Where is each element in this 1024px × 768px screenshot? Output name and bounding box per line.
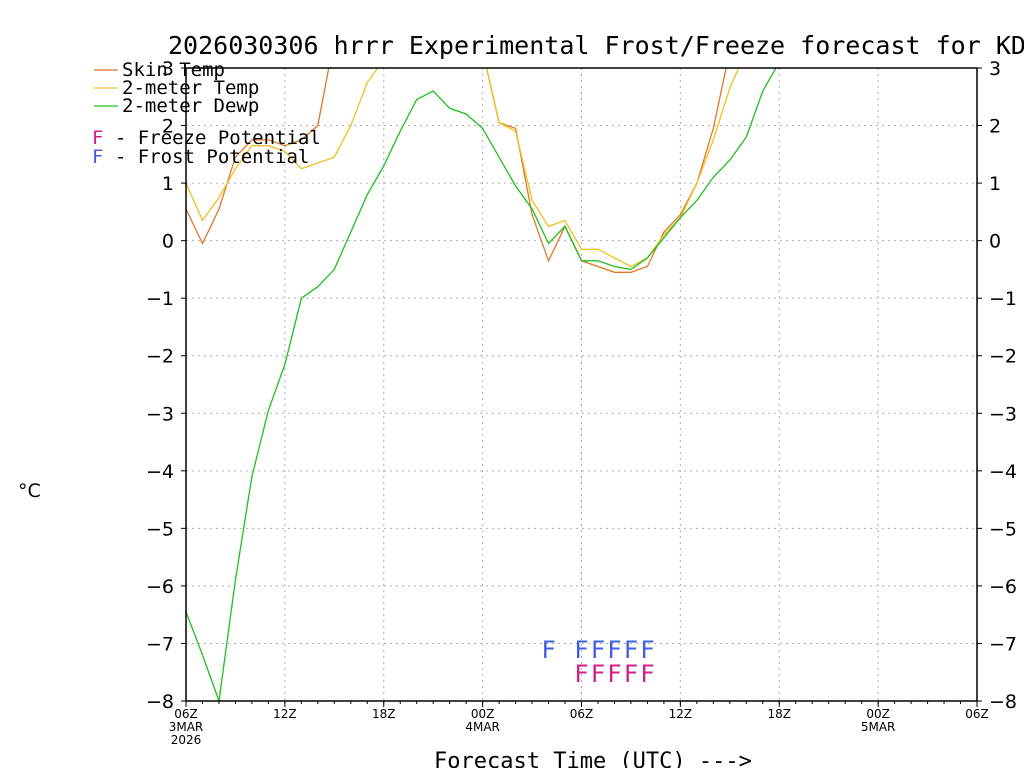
x-tick-label: 12Z <box>669 707 693 721</box>
freeze-marker: F <box>574 660 588 688</box>
series-skin-temp-line <box>186 68 727 273</box>
legend-label: 2-meter Temp <box>122 77 259 99</box>
y-tick-label-right: −7 <box>989 633 1017 655</box>
y-tick-label: −1 <box>146 288 174 310</box>
x-tick-label: 06Z <box>965 707 989 721</box>
y-tick-label: −5 <box>146 518 174 540</box>
frost-marker: F <box>574 636 588 664</box>
y-tick-label: −6 <box>146 576 174 598</box>
x-tick-date: 3MAR <box>169 720 204 734</box>
y-tick-label-right: −1 <box>989 288 1017 310</box>
x-tick-year: 2026 <box>171 733 202 747</box>
potential-markers: F F F F F FF F F F F <box>541 636 654 688</box>
series-2-meter-dewp-line <box>186 68 777 701</box>
x-tick-label: 00Z <box>866 707 890 721</box>
y-tick-label: 0 <box>162 231 174 253</box>
y-tick-label-right: −4 <box>989 461 1017 483</box>
frost-marker: F <box>624 636 638 664</box>
freeze-marker: F <box>607 660 621 688</box>
y-tick-label-right: −5 <box>989 518 1017 540</box>
y-tick-label-right: −6 <box>989 576 1017 598</box>
y-tick-label-right: −3 <box>989 403 1017 425</box>
y-tick-label: 3 <box>162 58 174 80</box>
freeze-marker: F <box>640 660 654 688</box>
y-tick-label: −3 <box>146 403 174 425</box>
frost-marker: F <box>640 636 654 664</box>
chart-title: 2026030306 hrrr Experimental Frost/Freez… <box>168 31 1024 60</box>
x-tick-label: 12Z <box>273 707 297 721</box>
x-axis-label: Forecast Time (UTC) ---> <box>434 749 752 768</box>
axis-ticks: 3 3 2 2 1 1 0 0 −1 −1 −2 −2 −3 −3 −4 −4 −5 −5 −6 −6 −7 −7 −8 −8… <box>146 58 1017 747</box>
y-axis-label: °C <box>18 480 41 502</box>
frost-marker: F <box>541 636 555 664</box>
legend-freeze-potential: F - Freeze Potential <box>92 127 321 149</box>
x-tick-label: 18Z <box>372 707 396 721</box>
frost-marker: F <box>591 636 605 664</box>
y-tick-label-right: 3 <box>989 58 1001 80</box>
x-tick-label: 18Z <box>768 707 792 721</box>
y-tick-label-right: 2 <box>989 116 1001 138</box>
series-lines <box>186 68 777 701</box>
x-tick-label: 00Z <box>471 707 495 721</box>
freeze-marker: F <box>591 660 605 688</box>
x-tick-label: 06Z <box>174 707 198 721</box>
legend-frost-potential: F - Frost Potential <box>92 146 309 168</box>
x-tick-date: 4MAR <box>465 720 500 734</box>
y-tick-label-right: −8 <box>989 691 1017 713</box>
y-tick-label: −7 <box>146 633 174 655</box>
y-tick-label: −2 <box>146 346 174 368</box>
y-tick-label: 1 <box>162 173 174 195</box>
x-tick-date: 5MAR <box>861 720 896 734</box>
y-tick-label-right: 0 <box>989 231 1001 253</box>
legend-label: 2-meter Dewp <box>122 95 259 117</box>
freeze-marker: F <box>624 660 638 688</box>
y-tick-label: −4 <box>146 461 174 483</box>
x-tick-label: 06Z <box>570 707 594 721</box>
y-tick-label: −8 <box>146 691 174 713</box>
frost-marker: F <box>607 636 621 664</box>
y-tick-label: 2 <box>162 116 174 138</box>
y-tick-label-right: −2 <box>989 346 1017 368</box>
y-tick-label-right: 1 <box>989 173 1001 195</box>
series-2-meter-temp-line <box>186 68 740 268</box>
legend-label: Skin Temp <box>122 59 225 81</box>
